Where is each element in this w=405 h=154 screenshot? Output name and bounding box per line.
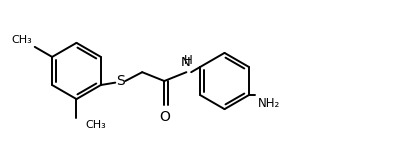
Text: S: S bbox=[115, 74, 124, 88]
Text: H: H bbox=[183, 54, 192, 67]
Text: O: O bbox=[159, 110, 170, 124]
Text: NH₂: NH₂ bbox=[258, 97, 280, 110]
Text: CH₃: CH₃ bbox=[12, 35, 32, 45]
Text: CH₃: CH₃ bbox=[85, 120, 106, 130]
Text: N: N bbox=[180, 56, 190, 69]
